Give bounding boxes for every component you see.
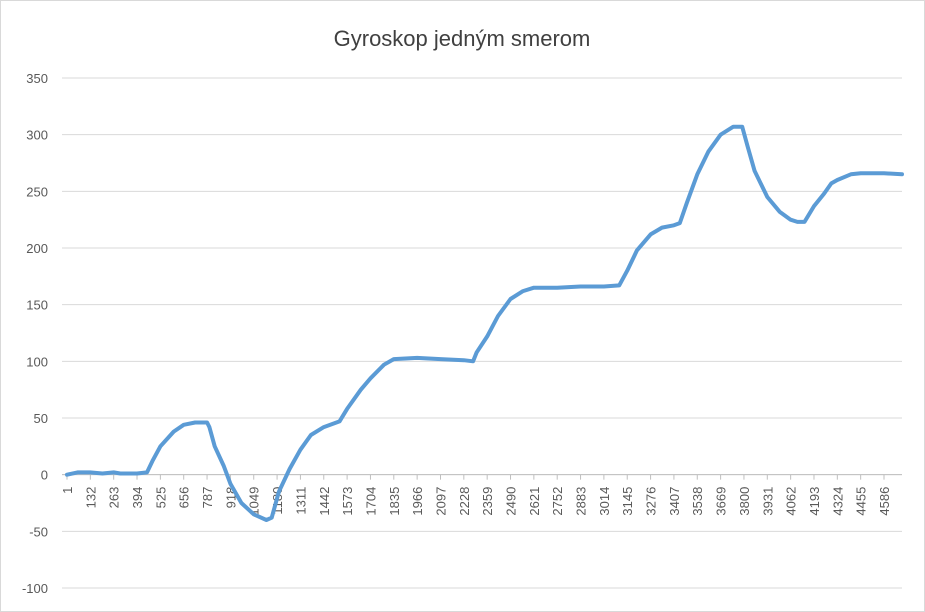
x-tick-label: 4324 (830, 487, 845, 516)
x-tick-label: 2359 (480, 487, 495, 516)
y-tick-label: 50 (34, 411, 48, 426)
x-tick-label: 2752 (550, 487, 565, 516)
x-tick-label: 525 (153, 487, 168, 509)
x-tick-label: 132 (83, 487, 98, 509)
x-tick-label: 3669 (714, 487, 729, 516)
x-tick-label: 1573 (340, 487, 355, 516)
y-tick-label: 350 (26, 71, 48, 86)
data-line (65, 124, 904, 522)
y-tick-label: 150 (26, 298, 48, 313)
x-tick-label: 4455 (854, 487, 869, 516)
y-tick-label: 250 (26, 184, 48, 199)
x-tick-label: 394 (130, 487, 145, 509)
y-tick-label: 0 (41, 468, 48, 483)
x-tick-label: 4062 (784, 487, 799, 516)
x-tick-label: 1 (60, 487, 75, 494)
x-tick-label: 2490 (504, 487, 519, 516)
x-tick-label: 2883 (574, 487, 589, 516)
x-tick-label: 2621 (527, 487, 542, 516)
x-tick-label: 3014 (597, 487, 612, 516)
x-tick-label: 4193 (807, 487, 822, 516)
x-tick-label: 656 (177, 487, 192, 509)
x-tick-label: 1311 (293, 487, 308, 515)
y-tick-label: 200 (26, 241, 48, 256)
y-tick-label: -100 (22, 581, 48, 596)
chart-title: Gyroskop jedným smerom (334, 26, 591, 51)
x-tick-label: 2097 (433, 487, 448, 516)
x-tick-label: 1835 (387, 487, 402, 516)
x-tick-label: 2228 (457, 487, 472, 516)
x-tick-label: 3145 (620, 487, 635, 516)
y-tick-label: 300 (26, 128, 48, 143)
x-tick-label: 1966 (410, 487, 425, 516)
x-tick-label: 3538 (690, 487, 705, 516)
y-tick-label: -50 (29, 524, 48, 539)
x-tick-label: 1049 (247, 487, 262, 516)
x-tick-label: 1442 (317, 487, 332, 516)
x-tick-label: 3800 (737, 487, 752, 516)
x-tick-label: 3931 (760, 487, 775, 516)
x-tick-label: 4586 (877, 487, 892, 516)
x-tick-label: 787 (200, 487, 215, 509)
x-tick-label: 263 (107, 487, 122, 509)
x-tick-label: 3407 (667, 487, 682, 516)
x-tick-label: 1704 (363, 487, 378, 516)
y-tick-label: 100 (26, 354, 48, 369)
x-tick-label: 3276 (644, 487, 659, 516)
